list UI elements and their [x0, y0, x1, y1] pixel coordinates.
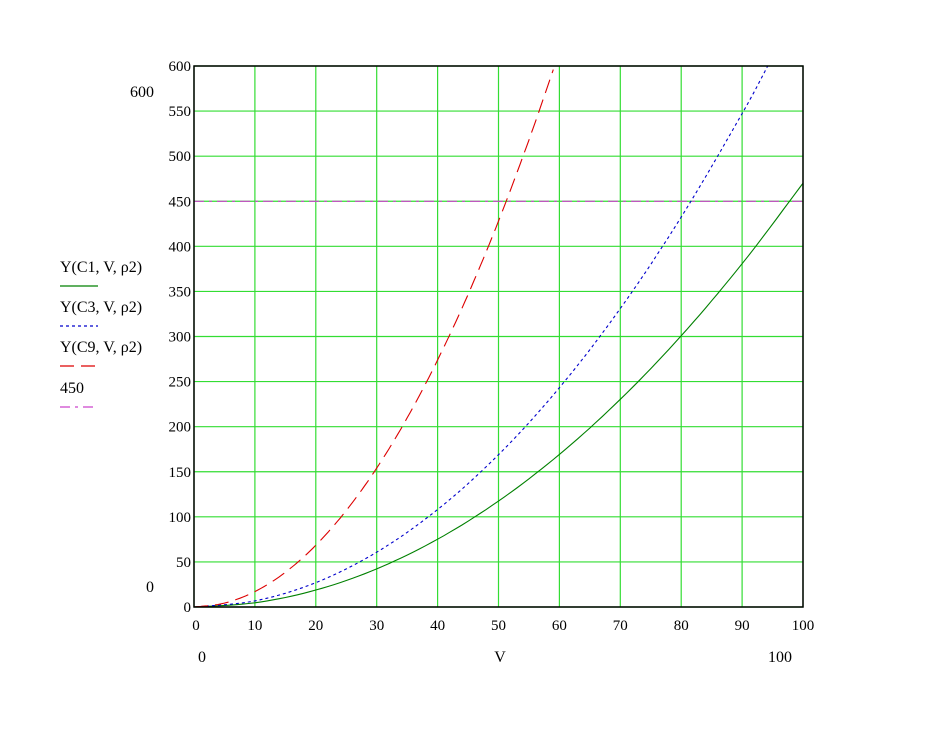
- legend-entry-label: 450: [60, 380, 84, 397]
- x-tick-label: 100: [792, 618, 815, 634]
- y-tick-label: 200: [169, 420, 192, 436]
- x-tick-label: 40: [430, 618, 445, 634]
- x-axis-label: V: [494, 649, 506, 666]
- grid: [193, 65, 804, 608]
- y-tick-label: 250: [169, 375, 192, 391]
- series-lines: [193, 65, 804, 608]
- x-tick-label: 80: [674, 618, 689, 634]
- x-tick-labels: 0 10 20 30 40 50 60 70 80 90 100: [192, 618, 814, 634]
- series-line-2: [193, 65, 769, 608]
- x-tick-label: 70: [613, 618, 628, 634]
- x-max-label: 100: [768, 649, 792, 666]
- y-tick-label: 150: [169, 465, 192, 481]
- y-tick-label: 0: [184, 600, 192, 616]
- x-tick-label: 20: [308, 618, 323, 634]
- x-tick-label: 60: [552, 618, 567, 634]
- y-tick-label: 350: [169, 284, 192, 300]
- x-tick-label: 50: [491, 618, 506, 634]
- y-tick-label: 450: [169, 194, 192, 210]
- y-tick-label: 50: [176, 555, 191, 571]
- y-tick-label: 400: [169, 239, 192, 255]
- y-max-label: 600: [130, 84, 154, 101]
- legend-entry-label: Y(C3, V, ρ2): [60, 299, 142, 316]
- y-tick-labels: 0 50 100 150 200 250 300 350 400 450 500 550 600: [169, 59, 192, 616]
- y-tick-label: 600: [169, 59, 192, 75]
- x-tick-label: 10: [247, 618, 262, 634]
- x-tick-label: 30: [369, 618, 384, 634]
- x-tick-label: 90: [735, 618, 750, 634]
- legend: Y(C1, V, ρ2) Y(C3, V, ρ2) Y(C9, V, ρ2) 450: [60, 259, 142, 408]
- y-tick-label: 550: [169, 104, 192, 120]
- legend-entry-label: Y(C1, V, ρ2): [60, 259, 142, 276]
- x-min-label: 0: [198, 649, 206, 666]
- y-tick-label: 300: [169, 330, 192, 346]
- legend-entry-label: Y(C9, V, ρ2): [60, 339, 142, 356]
- series-line-1: [193, 182, 804, 608]
- y-tick-label: 500: [169, 149, 192, 165]
- x-tick-label: 0: [192, 618, 200, 634]
- y-tick-label: 100: [169, 510, 192, 526]
- plot-frame: [193, 65, 804, 608]
- series-line-3: [193, 69, 554, 608]
- y-min-label: 0: [146, 579, 154, 596]
